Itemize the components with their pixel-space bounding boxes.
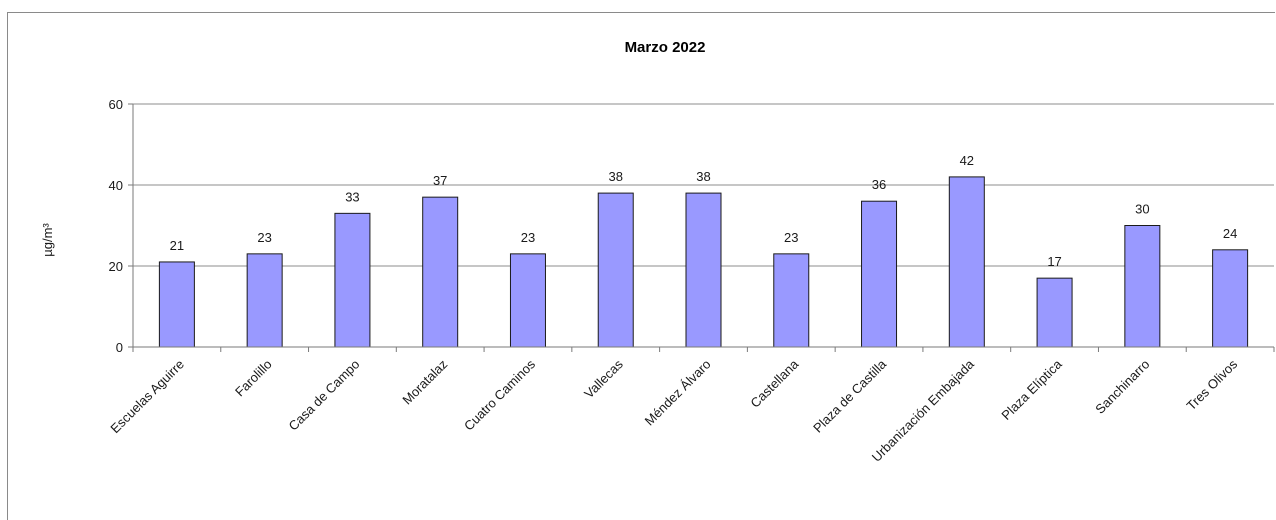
category-label: Vallecas — [581, 356, 626, 401]
data-label: 30 — [1135, 202, 1149, 217]
bar — [509, 253, 546, 348]
y-tick-label: 40 — [109, 178, 123, 193]
bar — [948, 176, 985, 348]
bar — [246, 253, 283, 348]
bar — [773, 253, 810, 348]
data-label: 33 — [345, 189, 359, 204]
category-label: Plaza Elíptica — [998, 356, 1065, 423]
bar — [861, 200, 898, 348]
category-label: Castellana — [747, 356, 802, 411]
bar — [597, 192, 634, 348]
bar — [1212, 249, 1249, 348]
data-label: 38 — [608, 169, 622, 184]
chart-title: Marzo 2022 — [625, 39, 706, 56]
category-label: Cuatro Caminos — [461, 356, 538, 433]
y-axis-label: µg/m³ — [40, 223, 55, 257]
category-label: Casa de Campo — [286, 357, 363, 434]
category-label: Méndez Álvaro — [642, 357, 714, 429]
category-label: Moratalaz — [399, 357, 450, 408]
bar — [1036, 277, 1073, 348]
data-label: 37 — [433, 173, 447, 188]
bar — [685, 192, 722, 348]
data-label: 23 — [784, 230, 798, 245]
y-tick-label: 60 — [109, 97, 123, 112]
y-tick-label: 20 — [109, 259, 123, 274]
category-label: Urbanización Embajada — [869, 356, 978, 465]
bar — [422, 196, 459, 348]
bar — [334, 212, 371, 348]
category-label: Farolillo — [232, 357, 275, 400]
data-label: 21 — [170, 238, 184, 253]
bar — [1124, 225, 1161, 348]
category-label: Plaza de Castilla — [810, 356, 890, 436]
data-label: 36 — [872, 177, 886, 192]
category-label: Escuelas Aguirre — [107, 357, 187, 437]
data-label: 23 — [257, 230, 271, 245]
category-label: Tres Olivos — [1183, 356, 1240, 413]
data-label: 17 — [1047, 254, 1061, 269]
bar — [158, 261, 195, 348]
data-label: 24 — [1223, 226, 1237, 241]
data-label: 23 — [521, 230, 535, 245]
axes — [128, 103, 1275, 352]
data-label: 42 — [960, 153, 974, 168]
bars — [158, 176, 1249, 348]
y-tick-label: 0 — [116, 340, 123, 355]
category-label: Sanchinarro — [1092, 357, 1152, 417]
data-label: 38 — [696, 169, 710, 184]
